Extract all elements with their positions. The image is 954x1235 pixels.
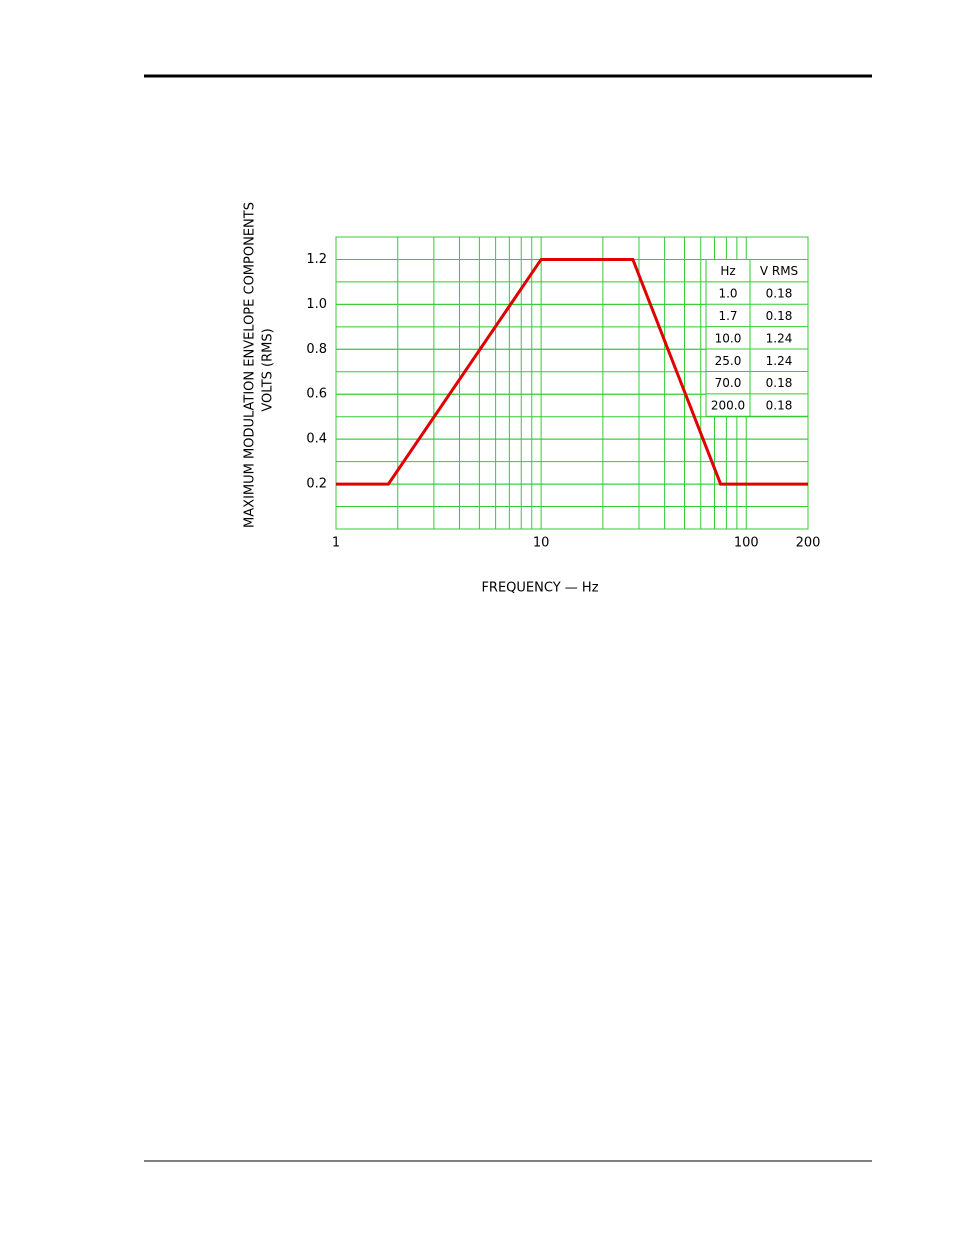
x-axis-label: FREQUENCY — Hz [481, 581, 598, 596]
y-tick-label: 0.2 [306, 477, 327, 492]
table-header: Hz [720, 264, 735, 278]
table-cell: 0.18 [766, 399, 793, 413]
x-tick-label: 1 [332, 536, 340, 551]
table-cell: 200.0 [711, 399, 745, 413]
table-cell: 0.18 [766, 376, 793, 390]
data-line [336, 257, 808, 486]
table-cell: 1.0 [718, 287, 737, 301]
table-header: V RMS [760, 264, 798, 278]
table-cell: 1.24 [766, 354, 793, 368]
table-cell: 70.0 [715, 376, 742, 390]
y-tick-label: 0.4 [306, 432, 327, 447]
x-tick-label: 10 [533, 536, 550, 551]
data-table: Hz V RMS 1.0 0.18 1.7 0.18 10.0 1.24 25.0 1.24 70.… [705, 258, 809, 417]
y-axis-label: MAXIMUM MODULATION ENVELOPE COMPONENTS [243, 202, 258, 528]
y-tick-label: 0.8 [306, 342, 327, 357]
y-tick-label: 1.2 [306, 252, 327, 267]
table-cell: 1.24 [766, 331, 793, 345]
x-tick-label: 200 [796, 536, 821, 551]
y-tick-label: 0.6 [306, 387, 327, 402]
table-cell: 1.7 [718, 309, 737, 323]
table-cell: 25.0 [715, 354, 742, 368]
table-cell: 0.18 [766, 309, 793, 323]
y-tick-label: 1.0 [306, 297, 327, 312]
table-cell: 10.0 [715, 331, 742, 345]
y-axis-label: VOLTS (RMS) [261, 328, 276, 411]
table-background [705, 258, 809, 417]
x-tick-label: 100 [734, 536, 759, 551]
table-cell: 0.18 [766, 287, 793, 301]
